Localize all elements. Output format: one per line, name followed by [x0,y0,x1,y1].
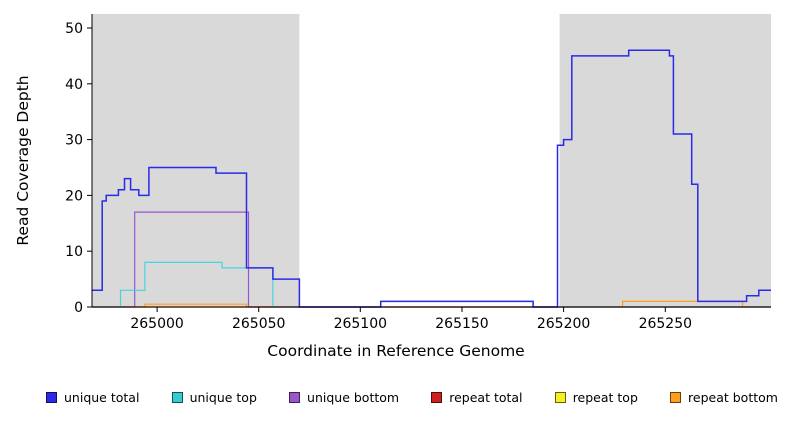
legend-item-repeat-total: repeat total [431,390,523,405]
y-tick-label: 40 [65,77,83,93]
x-tick-label: 265100 [334,316,387,332]
series-line-unique-total [92,49,771,308]
x-tick-label: 265050 [232,316,285,332]
legend-label: unique total [64,390,140,405]
y-tick-label: 20 [65,188,83,204]
coverage-plot: 265000 265050 265100 265150 265200 265250 0 10 2… [14,14,771,332]
y-tick-label: 30 [65,133,83,149]
legend-label: unique bottom [307,390,400,405]
y-tick-label: 10 [65,244,83,260]
y-tick-label: 0 [74,300,83,316]
legend-label: unique top [189,390,257,405]
legend-swatch-icon [171,392,183,403]
legend-swatch-icon [431,392,443,403]
x-axis-title: Coordinate in Reference Genome [267,342,525,360]
legend-swatch-icon [554,392,566,403]
legend: unique total unique top unique bottom repea… [0,390,792,405]
legend-item-unique-total: unique total [46,390,139,405]
legend-item-repeat-bottom: repeat bottom [670,390,778,405]
legend-swatch-icon [46,392,57,403]
legend-label: repeat total [449,390,523,405]
x-tick-label: 265000 [130,316,183,332]
x-tick-label: 265200 [537,316,590,332]
y-axis-title: Read Coverage Depth [14,75,32,245]
shaded-region [92,14,300,307]
legend-item-repeat-top: repeat top [554,390,638,405]
y-tick-label: 50 [65,21,83,37]
x-tick-label: 265150 [435,316,488,332]
legend-swatch-icon [670,392,682,403]
x-tick-label: 265250 [639,316,692,332]
legend-item-unique-bottom: unique bottom [289,390,399,405]
legend-item-unique-top: unique top [171,390,257,405]
legend-label: repeat top [572,390,638,405]
legend-label: repeat bottom [688,390,778,405]
legend-swatch-icon [289,392,301,403]
shaded-region [559,14,771,307]
